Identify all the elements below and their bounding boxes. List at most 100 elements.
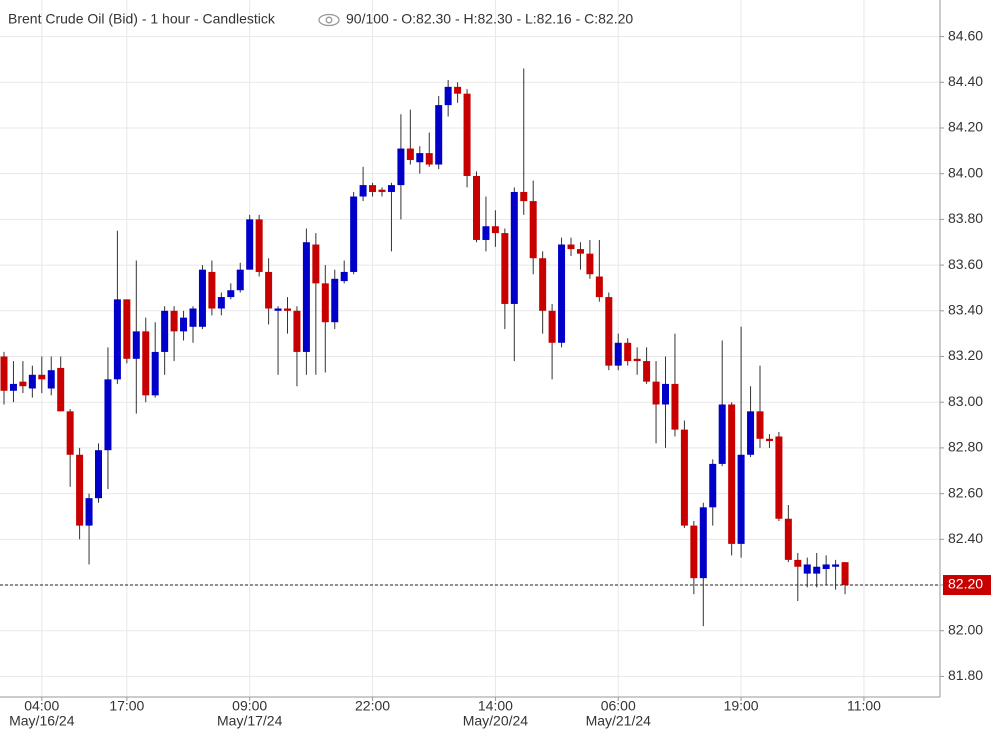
candle-body (765, 438, 773, 442)
candle-body (775, 436, 783, 519)
candle-body (359, 185, 367, 197)
candle-body (123, 299, 131, 359)
candle-body (284, 308, 291, 311)
candle-body (208, 271, 216, 309)
candle-body (321, 283, 329, 323)
candle-body (662, 383, 669, 405)
candle-body (425, 153, 433, 165)
candle-body (718, 404, 726, 464)
candle-body (180, 317, 188, 332)
x-tick-label: 04:00 (24, 698, 59, 714)
y-tick-label: 83.80 (948, 210, 983, 226)
candle-body (520, 191, 528, 202)
candle-body (95, 450, 102, 499)
candle-body (331, 278, 339, 323)
candle-body (416, 153, 424, 163)
candle-body (0, 356, 8, 391)
y-tick-label: 82.60 (948, 484, 983, 500)
candle-body (728, 404, 736, 544)
candle-body (217, 297, 225, 309)
y-tick-label: 83.40 (948, 301, 983, 317)
candle-body (633, 358, 641, 362)
eye-icon[interactable] (318, 13, 340, 27)
y-tick-label: 82.80 (948, 439, 983, 455)
candle-body (605, 297, 613, 366)
candle-body (340, 271, 348, 282)
candle-body (378, 189, 386, 192)
candle-body (293, 310, 301, 352)
candle-body (784, 518, 792, 560)
chart-title: Brent Crude Oil (Bid) - 1 hour - Candles… (8, 11, 276, 27)
candle-body (113, 299, 121, 380)
candle-body (595, 276, 603, 298)
candle-body (614, 342, 622, 366)
candle-body (142, 331, 150, 396)
candle-body (510, 191, 518, 304)
candle-body (198, 269, 206, 327)
candle-body (529, 201, 537, 259)
candle-body (491, 226, 499, 234)
candle-body (794, 559, 802, 567)
candle-body (369, 185, 377, 192)
candle-body (624, 342, 632, 362)
last-price-label: 82.20 (948, 576, 983, 592)
candle-body (680, 429, 688, 526)
candle-body (85, 498, 93, 526)
candle-body (747, 411, 755, 455)
candle-body (501, 233, 509, 304)
candle-body (709, 463, 717, 508)
candle-body (699, 507, 707, 579)
y-tick-label: 82.00 (948, 621, 983, 637)
candle-body (57, 367, 65, 412)
candle-body (463, 93, 471, 176)
candle-body (756, 411, 764, 439)
x-date-label: May/17/24 (217, 713, 283, 729)
candle-body (737, 454, 745, 544)
candle-body (387, 185, 395, 192)
candle-body (9, 383, 17, 391)
candle-body (28, 374, 36, 389)
candle-body (822, 564, 830, 570)
x-date-label: May/20/24 (463, 713, 529, 729)
x-tick-label: 19:00 (724, 698, 759, 714)
candle-body (76, 454, 84, 526)
candle-body (161, 310, 169, 352)
candle-body (473, 175, 480, 240)
x-tick-label: 06:00 (601, 698, 636, 714)
candle-body (444, 86, 452, 106)
x-tick-label: 22:00 (355, 698, 390, 714)
candle-body (548, 310, 556, 343)
y-tick-label: 83.00 (948, 393, 983, 409)
y-tick-label: 84.00 (948, 164, 983, 180)
candle-body (104, 379, 112, 451)
candle-body (435, 105, 443, 165)
x-tick-label: 11:00 (847, 698, 881, 714)
x-date-label: May/16/24 (9, 713, 75, 729)
candle-body (227, 290, 235, 298)
y-tick-label: 83.60 (948, 256, 983, 272)
y-tick-label: 82.40 (948, 530, 983, 546)
y-tick-label: 84.20 (948, 119, 983, 135)
candle-body (132, 331, 140, 359)
candle-body (652, 381, 660, 405)
candle-body (38, 374, 46, 380)
x-tick-label: 17:00 (109, 698, 144, 714)
candle-body (832, 564, 840, 567)
candle-body (586, 253, 594, 275)
candle-body (576, 249, 584, 254)
y-tick-label: 84.40 (948, 73, 983, 89)
y-tick-label: 81.80 (948, 667, 983, 683)
x-tick-label: 14:00 (478, 698, 513, 714)
x-tick-label: 09:00 (232, 698, 267, 714)
candle-body (255, 219, 263, 272)
candle-body (643, 361, 651, 382)
candle-body (397, 148, 405, 186)
candle-body (66, 411, 74, 455)
candle-body (841, 562, 849, 586)
candle-body (151, 351, 159, 396)
candle-body (539, 258, 547, 311)
candle-body (274, 308, 282, 311)
candle-body (567, 244, 575, 250)
candle-body (47, 370, 55, 389)
